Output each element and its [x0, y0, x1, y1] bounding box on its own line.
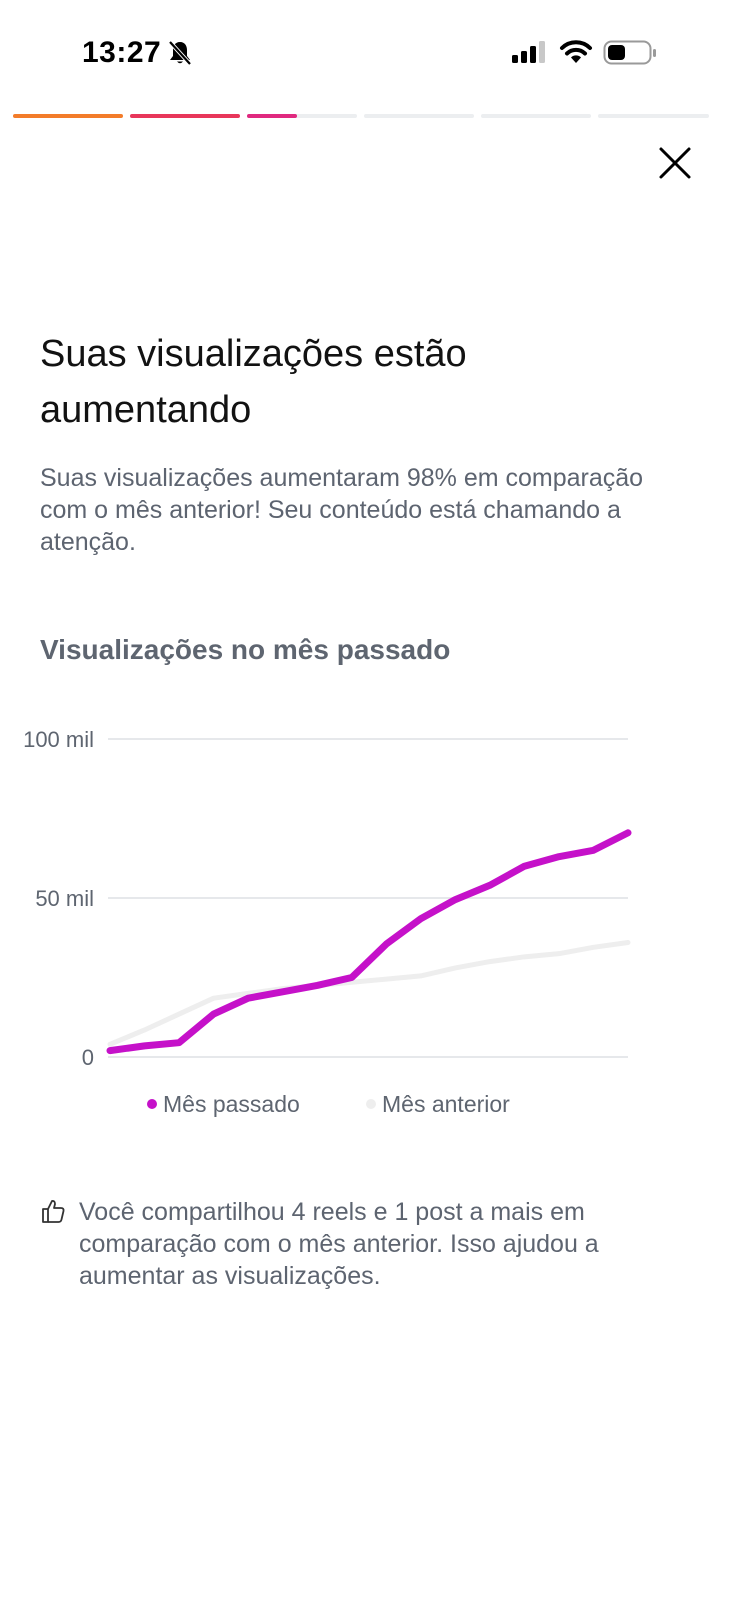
thumbs-up-icon: [42, 1200, 65, 1223]
chart-title: Visualizações no mês passado: [40, 634, 451, 665]
signal-icon: [512, 41, 545, 63]
y-tick-label: 100 mil: [23, 727, 94, 752]
y-tick-label: 50 mil: [35, 886, 94, 911]
status-time: 13:27: [82, 36, 162, 69]
story-progress-segment: [130, 114, 240, 118]
story-progress-segment: [598, 114, 709, 118]
status-bar: 13:27: [0, 0, 736, 100]
series-line-mes-anterior: [107, 940, 631, 1047]
story-progress-segment: [247, 114, 357, 118]
story-progress-segment: [364, 114, 474, 118]
page-subtitle: Suas visualizações aumentaram 98% em com…: [40, 464, 644, 556]
tip-text: Você compartilhou 4 reels e 1 post a mai…: [79, 1198, 599, 1290]
legend-marker: [366, 1099, 376, 1109]
y-tick-label: 0: [82, 1045, 94, 1070]
page-title: Suas visualizações estão aumentando: [40, 333, 467, 431]
legend-label: Mês anterior: [382, 1091, 510, 1117]
legend-marker: [147, 1099, 157, 1109]
story-progress-segment: [13, 114, 123, 118]
views-line-chart: 0 50 mil 100 mil Mês passado Mês anterior: [23, 727, 632, 1117]
wifi-icon: [560, 40, 592, 63]
legend-label: Mês passado: [163, 1091, 300, 1117]
battery-icon: [603, 40, 656, 65]
close-icon: [659, 147, 691, 179]
story-progress-bar: [13, 114, 709, 118]
bell-slash-icon: [168, 40, 192, 66]
series-line-mes-passado: [106, 829, 632, 1055]
story-progress-fill: [247, 114, 297, 118]
story-progress-segment: [481, 114, 591, 118]
close-button[interactable]: [655, 143, 695, 183]
